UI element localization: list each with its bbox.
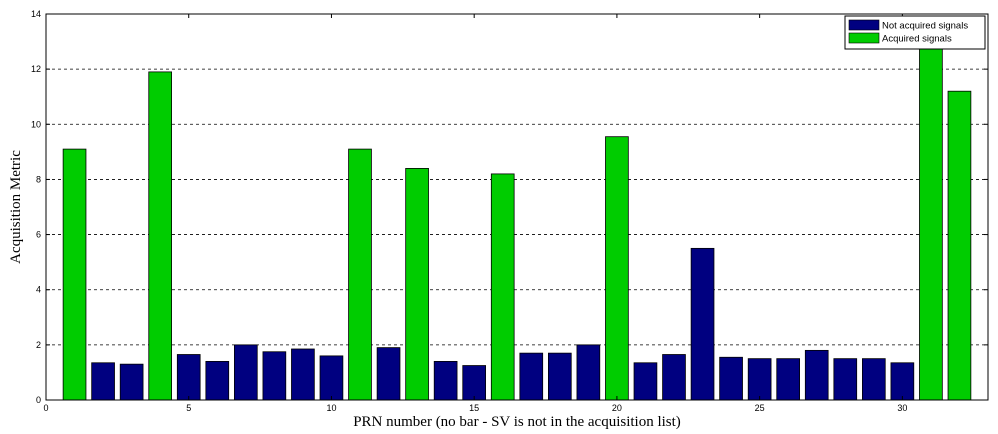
x-tick-label: 20	[612, 403, 622, 413]
bar-not-acquired	[262, 351, 287, 401]
x-tick-label: 25	[755, 403, 765, 413]
bar-not-acquired	[833, 358, 858, 401]
bar-not-acquired	[576, 344, 601, 401]
bar-not-acquired	[233, 344, 258, 401]
legend-label-not-acquired: Not acquired signals	[882, 21, 968, 32]
x-tick-label: 15	[469, 403, 479, 413]
plot-area	[46, 14, 988, 400]
bar-not-acquired	[719, 356, 743, 401]
bar-not-acquired	[804, 349, 829, 401]
bar-not-acquired	[205, 360, 230, 401]
bar-not-acquired	[119, 363, 144, 401]
legend-swatch-acquired	[848, 32, 880, 44]
bar-not-acquired	[633, 362, 658, 401]
bar-not-acquired	[776, 358, 800, 401]
x-tick-label: 30	[897, 403, 907, 413]
bar-not-acquired	[319, 355, 344, 401]
grid-lines	[46, 68, 988, 346]
x-axis-title: PRN number (no bar - SV is not in the ac…	[353, 414, 681, 430]
bar-not-acquired	[862, 358, 886, 401]
y-tick-label: 4	[36, 285, 41, 295]
bar-not-acquired	[176, 354, 201, 401]
x-tick-label: 5	[186, 403, 191, 413]
bars	[62, 46, 972, 401]
bar-acquired	[947, 90, 972, 401]
bar-not-acquired	[291, 348, 315, 401]
bar-acquired	[348, 148, 372, 401]
axis-ticks: 0 2 4 6 8 10 12 14 0 5 10 15 20 25 30	[31, 9, 988, 413]
y-tick-label: 10	[31, 119, 41, 129]
y-axis-title: Acquisition Metric	[8, 150, 24, 264]
bar-acquired	[405, 167, 429, 401]
bar-not-acquired	[690, 247, 715, 401]
legend-swatch-not-acquired	[848, 19, 880, 31]
y-tick-label: 2	[36, 340, 41, 350]
bar-not-acquired	[91, 362, 115, 401]
bar-not-acquired	[662, 354, 686, 401]
bar-acquired	[605, 136, 629, 401]
plot-border	[45, 13, 989, 401]
bar-not-acquired	[462, 365, 487, 401]
x-tick-label: 10	[326, 403, 336, 413]
legend-label-acquired: Acquired signals	[882, 34, 952, 45]
bar-acquired	[919, 46, 943, 401]
y-tick-label: 8	[36, 174, 41, 184]
legend: Not acquired signals Acquired signals	[844, 15, 986, 50]
bar-acquired	[148, 71, 173, 401]
y-tick-label: 14	[31, 9, 41, 19]
bar-not-acquired	[747, 358, 772, 401]
y-tick-label: 0	[36, 395, 41, 405]
bar-not-acquired	[890, 362, 915, 401]
bar-not-acquired	[519, 352, 544, 401]
bar-acquired	[490, 173, 515, 401]
x-tick-label: 0	[43, 403, 48, 413]
bar-not-acquired	[433, 360, 458, 401]
y-tick-label: 6	[36, 230, 41, 240]
bar-not-acquired	[548, 352, 572, 401]
y-tick-label: 12	[31, 64, 41, 74]
bar-acquired	[62, 148, 87, 401]
bar-not-acquired	[376, 347, 401, 401]
